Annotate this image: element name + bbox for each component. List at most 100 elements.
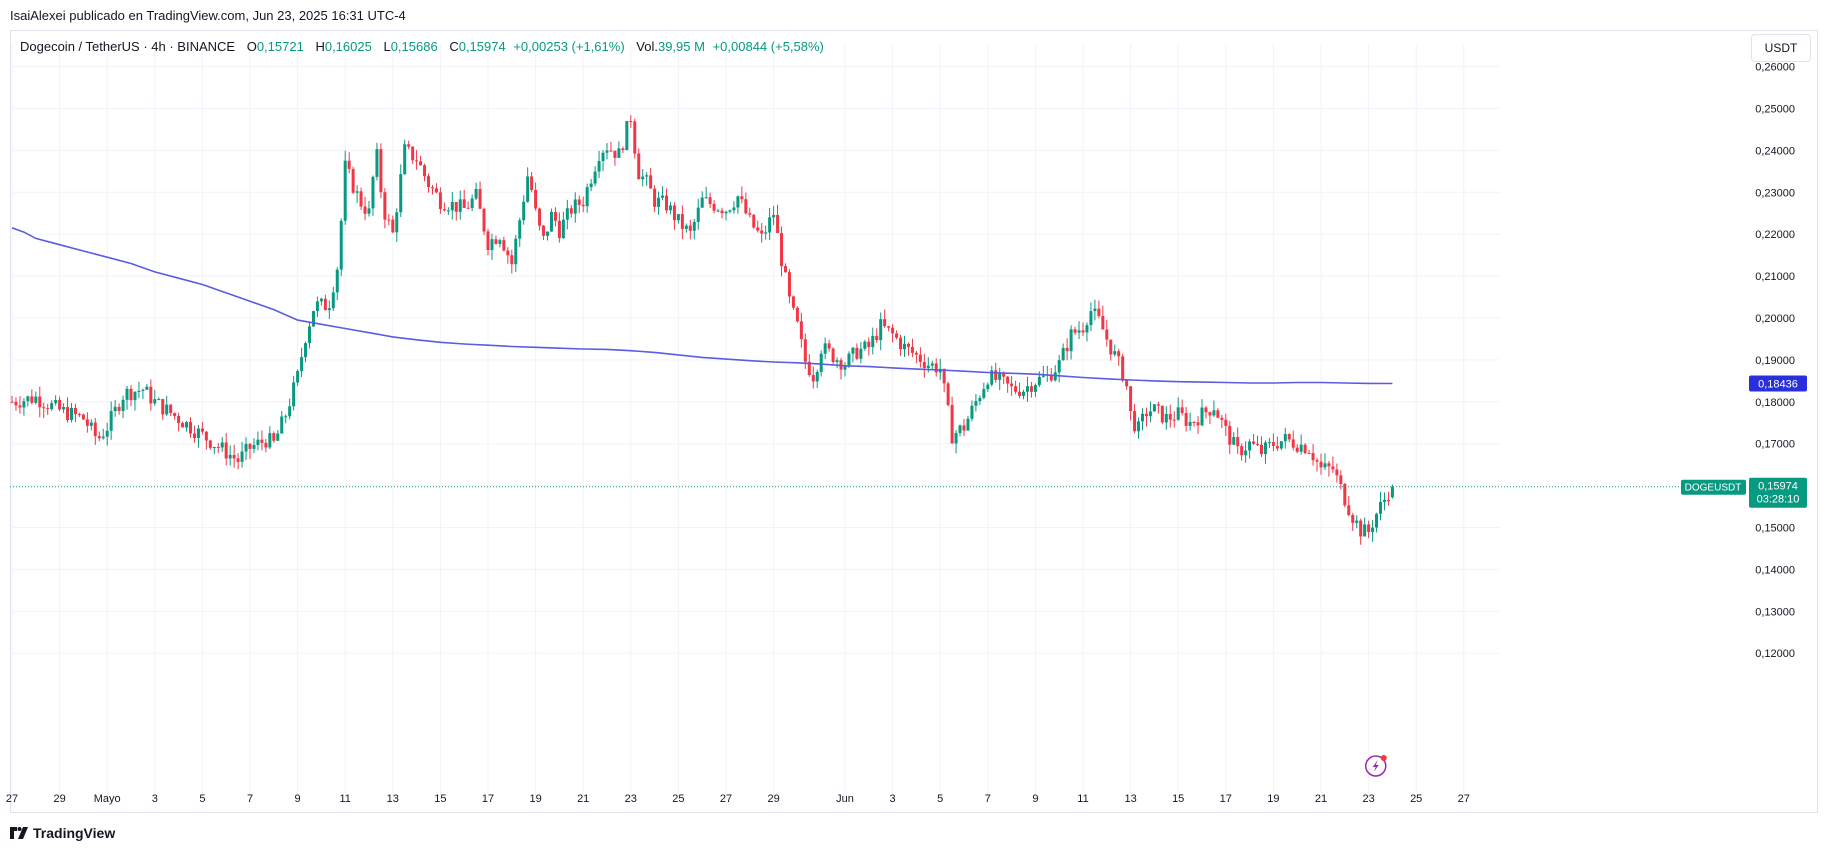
candle (1204, 407, 1208, 413)
candle (756, 227, 760, 231)
candle (518, 220, 522, 239)
price-tick-label: 0,26000 (1755, 62, 1795, 74)
candle (387, 219, 391, 221)
candle (1382, 499, 1386, 502)
candle (522, 201, 526, 221)
candle (296, 371, 300, 383)
candle (903, 343, 906, 350)
candle (922, 361, 926, 369)
candle (486, 231, 490, 251)
candle (887, 326, 891, 328)
date-tick-label: 17 (482, 793, 494, 805)
candle (645, 175, 649, 177)
candle (851, 347, 855, 354)
date-tick-label: 29 (53, 793, 65, 805)
candle (181, 423, 185, 428)
tradingview-logo[interactable]: TradingView (10, 825, 115, 841)
candle (692, 221, 696, 231)
candle (399, 174, 403, 213)
candle (248, 443, 252, 449)
candle (288, 406, 292, 417)
date-tick-label: Mayo (94, 793, 121, 805)
candle (1065, 347, 1069, 352)
candle (1156, 404, 1160, 406)
candle (375, 149, 379, 177)
candle (351, 168, 355, 193)
candle (1037, 376, 1041, 386)
candle (585, 187, 589, 207)
candle (470, 198, 474, 209)
candle (58, 399, 62, 410)
candle (339, 220, 343, 270)
candle (292, 382, 296, 407)
candle (720, 210, 724, 214)
candle (1315, 460, 1319, 462)
candle (395, 212, 399, 233)
price-change: +0,00253 (+1,61%) (513, 39, 625, 54)
candle (1061, 347, 1065, 361)
candle (899, 337, 903, 350)
candle (863, 341, 867, 349)
candle (1081, 330, 1085, 333)
candle (1244, 450, 1248, 456)
price-tick-label: 0,17000 (1755, 439, 1795, 451)
price-tick-label: 0,14000 (1755, 564, 1795, 576)
candle (728, 210, 732, 212)
candle (609, 150, 613, 152)
candle (101, 436, 105, 439)
candle (1069, 329, 1073, 352)
tradingview-logo-text: TradingView (33, 825, 116, 841)
candle (335, 269, 339, 293)
candle (1390, 486, 1394, 498)
close-value: 0,15974 (458, 39, 506, 54)
candle (97, 436, 101, 439)
candle (752, 214, 756, 228)
currency-button[interactable]: USDT (1751, 34, 1811, 62)
candle (430, 187, 434, 189)
date-tick-label: 11 (339, 793, 350, 805)
candle (764, 232, 768, 234)
candle (498, 240, 502, 244)
candle (1319, 461, 1323, 468)
candle (918, 354, 922, 362)
candle (1212, 410, 1216, 416)
candle (442, 209, 446, 211)
candle (1180, 407, 1184, 414)
date-tick-label: 21 (1315, 793, 1327, 805)
candle (117, 406, 121, 411)
candle (1172, 419, 1176, 421)
candle (859, 348, 863, 359)
candle (561, 219, 565, 239)
symbol-title[interactable]: Dogecoin / TetherUS · 4h · BINANCE (20, 39, 236, 54)
candle (407, 144, 411, 147)
candle (895, 333, 899, 338)
candle (736, 196, 740, 208)
candle (1275, 445, 1279, 449)
candle (454, 201, 458, 212)
close-label: C (449, 39, 459, 54)
candle (204, 431, 208, 441)
candle (379, 149, 383, 193)
candle (1303, 444, 1307, 454)
candle (1367, 524, 1371, 533)
candle (1224, 419, 1228, 426)
candle (466, 207, 470, 209)
date-tick-label: 13 (1124, 793, 1136, 805)
candle (434, 188, 438, 193)
candle (1133, 411, 1137, 432)
candle (629, 121, 633, 123)
candle (1049, 374, 1053, 381)
candle (1053, 372, 1057, 381)
candle (784, 266, 787, 273)
candle (1006, 376, 1010, 384)
candle (300, 357, 304, 372)
tradingview-logo-icon (10, 827, 28, 839)
candle (323, 298, 327, 311)
candle (70, 407, 73, 421)
candle (534, 190, 538, 209)
candle (569, 208, 573, 214)
candle (1010, 383, 1014, 387)
volume-change: +0,00844 (+5,58%) (712, 39, 824, 54)
candle (1184, 413, 1188, 426)
